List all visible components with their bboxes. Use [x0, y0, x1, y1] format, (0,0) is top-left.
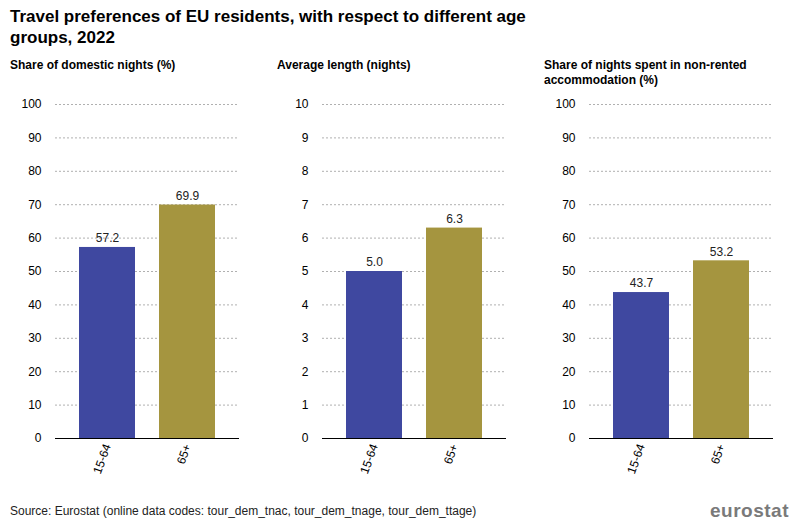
html-text:Average length (nights): Average length (nights)	[277, 58, 411, 72]
svg-text:7: 7	[302, 198, 309, 212]
svg-text:0: 0	[302, 431, 309, 445]
svg-text:3: 3	[302, 331, 309, 345]
svg-text:40: 40	[562, 298, 576, 312]
svg-text:9: 9	[302, 131, 309, 145]
svg-text:5.0: 5.0	[366, 255, 383, 269]
svg-text:4: 4	[302, 298, 309, 312]
svg-text:1: 1	[302, 398, 309, 412]
svg-text:65+: 65+	[708, 442, 728, 466]
svg-text:15-64: 15-64	[90, 442, 114, 476]
svg-text:20: 20	[28, 365, 42, 379]
svg-text:5: 5	[302, 264, 309, 278]
svg-text:15-64: 15-64	[624, 442, 648, 476]
html-text:Share of nights spent in non-r: Share of nights spent in non-rented acco…	[544, 58, 747, 87]
svg-text:30: 30	[562, 331, 576, 345]
svg-text:100: 100	[555, 97, 575, 111]
svg-text:10: 10	[295, 97, 309, 111]
svg-text:70: 70	[28, 198, 42, 212]
svg-text:69.9: 69.9	[176, 189, 200, 203]
svg-text:8: 8	[302, 164, 309, 178]
svg-text:10: 10	[28, 398, 42, 412]
svg-text:60: 60	[28, 231, 42, 245]
svg-text:60: 60	[562, 231, 576, 245]
html-text:eurostat: eurostat	[710, 500, 789, 521]
svg-text:53.2: 53.2	[710, 245, 734, 259]
svg-text:15-64: 15-64	[357, 442, 381, 476]
svg-text:90: 90	[28, 131, 42, 145]
svg-text:100: 100	[21, 97, 41, 111]
svg-text:70: 70	[562, 198, 576, 212]
svg-text:6: 6	[302, 231, 309, 245]
svg-text:0: 0	[35, 431, 42, 445]
svg-text:20: 20	[562, 365, 576, 379]
svg-text:2: 2	[302, 365, 309, 379]
svg-text:57.2: 57.2	[96, 231, 120, 245]
svg-text:80: 80	[562, 164, 576, 178]
svg-text:30: 30	[28, 331, 42, 345]
svg-text:50: 50	[562, 264, 576, 278]
svg-text:43.7: 43.7	[630, 276, 654, 290]
svg-text:50: 50	[28, 264, 42, 278]
svg-text:40: 40	[28, 298, 42, 312]
html-text:Travel preferences of EU resid: Travel preferences of EU residents, with…	[10, 7, 526, 47]
html-text:Source: Eurostat (online data: Source: Eurostat (online data codes: tou…	[10, 504, 477, 518]
svg-text:80: 80	[28, 164, 42, 178]
svg-text:0: 0	[569, 431, 576, 445]
svg-text:10: 10	[562, 398, 576, 412]
svg-text:65+: 65+	[174, 442, 194, 466]
svg-text:65+: 65+	[441, 442, 461, 466]
svg-text:90: 90	[562, 131, 576, 145]
svg-text:6.3: 6.3	[446, 212, 463, 226]
html-text:Share of domestic nights (%): Share of domestic nights (%)	[10, 58, 176, 72]
